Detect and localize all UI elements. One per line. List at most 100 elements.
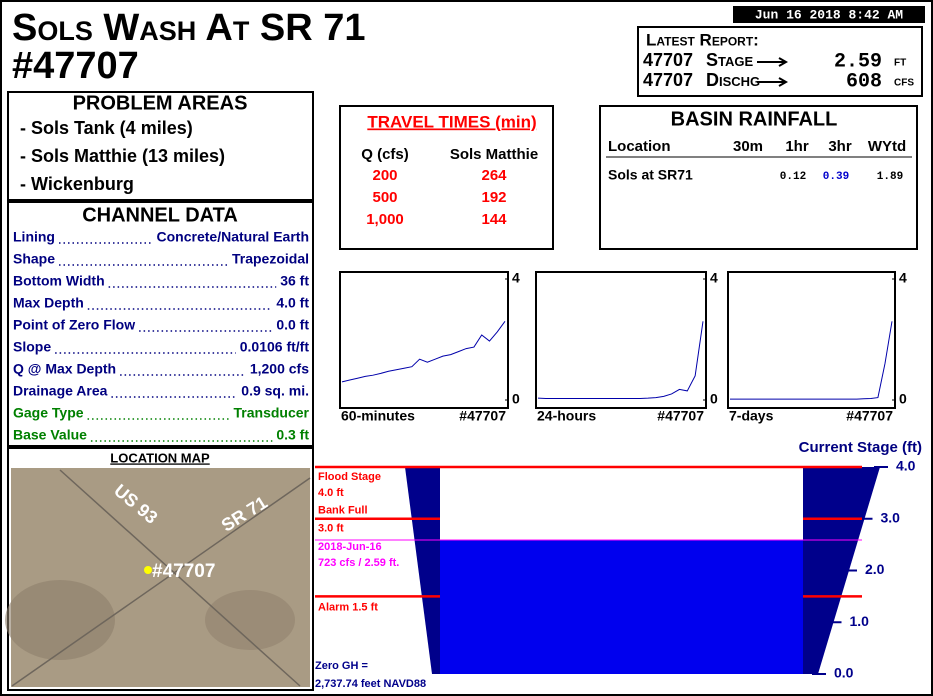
latest-report-title: Latest Report:	[646, 30, 759, 49]
table-cell: 0.39	[823, 171, 849, 183]
y-tick-label: 0	[512, 391, 520, 407]
channel-value: Concrete/Natural Earth	[157, 229, 309, 245]
channel-label: Shape	[13, 251, 55, 267]
table-cell: Sols at SR71	[608, 167, 693, 183]
chart-period: 24-hours	[537, 408, 596, 424]
report-value: 2.59	[834, 50, 882, 73]
column-header: 3hr	[828, 138, 852, 155]
problem-areas-title: PROBLEM AREAS	[73, 92, 248, 114]
map-station-label: #47707	[152, 561, 215, 582]
channel-value: Trapezoidal	[232, 251, 309, 267]
page-title: Sols Wash At SR 71	[12, 7, 366, 49]
problem-area: - Sols Matthie (13 miles)	[20, 146, 225, 166]
channel-value: 36 ft	[280, 273, 309, 289]
table-cell: 500	[372, 189, 397, 206]
report-label: Dischg	[706, 70, 760, 90]
datum-label: Zero GH =	[315, 660, 368, 672]
timestamp-box	[733, 6, 925, 23]
map-road	[11, 477, 311, 687]
datum-sublabel: 2,737.74 feet NAVD88	[315, 678, 426, 690]
map-road	[59, 469, 301, 687]
travel-times-panel	[339, 105, 554, 250]
gauge-title: Current Stage (ft)	[799, 439, 922, 456]
channel-label: Slope	[13, 339, 51, 355]
channel-value: 0.0 ft	[276, 317, 309, 333]
report-id: 47707	[643, 50, 693, 70]
chart-period: 60-minutes	[341, 408, 415, 424]
column-header: Location	[608, 138, 671, 155]
travel-times-title: TRAVEL TIMES (min)	[367, 112, 536, 131]
table-cell: 1.89	[877, 171, 903, 183]
hydrograph-line	[341, 321, 506, 383]
chart-station: #47707	[657, 408, 704, 424]
y-tick-label: 4	[899, 270, 907, 286]
table-cell: 200	[372, 167, 397, 184]
arrow	[757, 57, 789, 67]
y-tick-label: 3.0	[881, 509, 901, 525]
report-unit: FT	[894, 58, 906, 69]
table-cell: 0.12	[780, 171, 806, 183]
y-tick-label: 0	[710, 391, 718, 407]
y-tick-label: 0.0	[834, 665, 854, 681]
channel-value: 1,200 cfs	[250, 361, 309, 377]
column-header: WYtd	[868, 138, 906, 155]
report-label: Stage	[706, 50, 753, 70]
channel-value: 0.3 ft	[276, 427, 309, 443]
channel-value: 0.0106 ft/ft	[240, 339, 310, 355]
problem-area: - Sols Tank (4 miles)	[20, 118, 193, 138]
channel-value: 0.9 sq. mi.	[241, 383, 309, 399]
column-header: 30m	[733, 138, 763, 155]
y-tick-label: 1.0	[850, 613, 870, 629]
table-cell: 264	[481, 167, 507, 184]
problem-areas-panel	[7, 91, 314, 201]
table-cell: 1,000	[366, 211, 404, 228]
channel-label: Q @ Max Depth	[13, 361, 116, 377]
report-value: 608	[846, 70, 882, 93]
chart-frame	[535, 271, 707, 409]
map	[5, 468, 311, 687]
channel-label: Drainage Area	[13, 383, 108, 399]
channel-label: Gage Type	[13, 405, 84, 421]
level-label: Alarm 1.5 ft	[318, 601, 378, 613]
hydrograph-line	[730, 321, 893, 400]
chart-period: 7-days	[729, 408, 774, 424]
channel-value: Transducer	[234, 405, 310, 421]
level-sublabel: 723 cfs / 2.59 ft.	[318, 557, 399, 569]
y-tick-label: 4.0	[896, 458, 916, 474]
level-sublabel: 4.0 ft	[318, 487, 344, 499]
table-cell: 192	[481, 189, 506, 206]
level-label: 2018-Jun-16	[318, 541, 382, 553]
level-sublabel: 3.0 ft	[318, 523, 344, 535]
level-label: Flood Stage	[318, 471, 381, 483]
y-tick-label: 2.0	[865, 561, 885, 577]
basin-rainfall-panel	[599, 105, 918, 250]
column-header: 1hr	[785, 138, 809, 155]
table-cell: 144	[481, 211, 507, 228]
channel-label: Lining	[13, 229, 55, 245]
timestamp: Jun 16 2018 8:42 AM	[755, 7, 903, 22]
problem-area: - Wickenburg	[20, 174, 134, 194]
report-id: 47707	[643, 70, 693, 90]
hydrograph-line	[537, 321, 704, 399]
arrow	[757, 77, 789, 87]
chart-station: #47707	[846, 408, 893, 424]
report-unit: CFS	[894, 78, 914, 89]
channel-value: 4.0 ft	[276, 295, 309, 311]
channel-label: Point of Zero Flow	[13, 317, 135, 333]
chart-frame	[339, 271, 509, 409]
station-id: #47707	[12, 45, 139, 87]
y-tick-label: 4	[512, 270, 520, 286]
column-header: Sols Matthie	[450, 146, 538, 163]
channel-label: Bottom Width	[13, 273, 105, 289]
channel-data-title: CHANNEL DATA	[82, 204, 238, 226]
channel-data-panel	[7, 201, 314, 447]
map-terrain	[205, 590, 295, 650]
location-map-title: LOCATION MAP	[110, 450, 210, 465]
channel-label: Max Depth	[13, 295, 84, 311]
map-terrain	[5, 580, 115, 660]
y-tick-label: 0	[899, 391, 907, 407]
chart-frame	[727, 271, 896, 409]
column-header: Q (cfs)	[361, 146, 409, 163]
level-label: Bank Full	[318, 505, 368, 517]
